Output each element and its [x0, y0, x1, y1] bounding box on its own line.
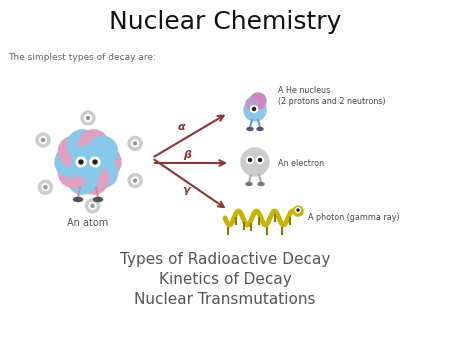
Circle shape: [128, 137, 142, 150]
Circle shape: [247, 156, 253, 164]
Circle shape: [68, 164, 98, 194]
Circle shape: [88, 137, 117, 166]
Text: γ: γ: [182, 185, 189, 195]
Ellipse shape: [73, 197, 82, 201]
Circle shape: [297, 209, 299, 211]
Text: An atom: An atom: [68, 218, 108, 228]
Circle shape: [134, 179, 137, 182]
Circle shape: [42, 184, 49, 191]
Text: Nuclear Transmutations: Nuclear Transmutations: [134, 292, 316, 307]
Circle shape: [244, 99, 266, 121]
Circle shape: [44, 186, 47, 189]
Circle shape: [79, 160, 83, 164]
Circle shape: [128, 174, 142, 188]
Circle shape: [79, 130, 108, 160]
Circle shape: [88, 158, 117, 188]
Circle shape: [132, 177, 139, 184]
Circle shape: [132, 140, 139, 147]
Circle shape: [38, 180, 52, 194]
Circle shape: [252, 107, 256, 111]
Ellipse shape: [258, 183, 264, 186]
Circle shape: [86, 199, 99, 213]
Circle shape: [76, 157, 86, 167]
Ellipse shape: [94, 197, 103, 201]
Circle shape: [90, 157, 100, 167]
Text: A photon (gamma ray): A photon (gamma ray): [308, 214, 400, 222]
Ellipse shape: [257, 127, 263, 130]
Circle shape: [86, 117, 90, 120]
Text: Nuclear Chemistry: Nuclear Chemistry: [109, 10, 341, 34]
Circle shape: [248, 159, 252, 162]
Circle shape: [85, 115, 91, 121]
Ellipse shape: [247, 127, 253, 130]
Circle shape: [72, 145, 104, 178]
Circle shape: [134, 142, 137, 145]
Ellipse shape: [246, 183, 252, 186]
Circle shape: [55, 147, 85, 177]
Circle shape: [79, 164, 108, 194]
Circle shape: [246, 98, 258, 110]
Circle shape: [258, 159, 261, 162]
Circle shape: [250, 93, 266, 109]
Circle shape: [68, 130, 98, 160]
Text: Types of Radioactive Decay: Types of Radioactive Decay: [120, 252, 330, 267]
Circle shape: [241, 148, 269, 176]
Circle shape: [81, 111, 95, 125]
Circle shape: [296, 208, 301, 213]
Text: The simplest types of decay are:: The simplest types of decay are:: [8, 53, 156, 63]
Circle shape: [93, 160, 97, 164]
Text: β: β: [183, 150, 191, 160]
Text: An electron: An electron: [278, 159, 324, 168]
Circle shape: [36, 133, 50, 147]
Circle shape: [251, 105, 257, 113]
Circle shape: [58, 158, 89, 188]
Text: A He nucleus
(2 protons and 2 neutrons): A He nucleus (2 protons and 2 neutrons): [278, 86, 386, 106]
Circle shape: [293, 206, 303, 216]
Circle shape: [89, 202, 96, 209]
Circle shape: [41, 139, 45, 142]
Text: Kinetics of Decay: Kinetics of Decay: [158, 272, 292, 287]
Circle shape: [256, 156, 264, 164]
Text: α: α: [178, 122, 185, 132]
Circle shape: [91, 204, 94, 207]
Circle shape: [58, 137, 89, 166]
Circle shape: [40, 137, 46, 144]
Circle shape: [91, 147, 121, 177]
